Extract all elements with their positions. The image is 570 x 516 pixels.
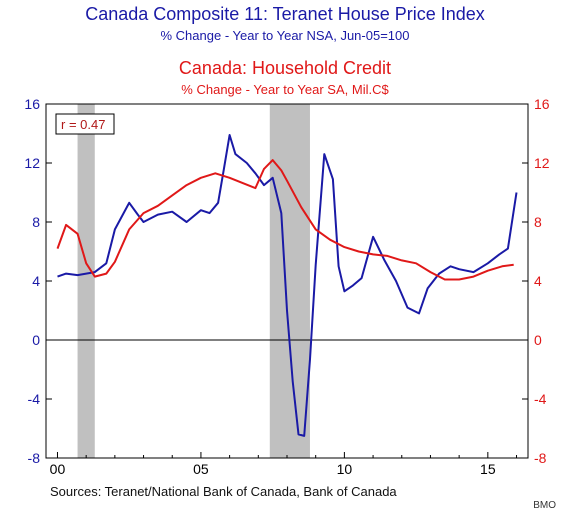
correlation-annotation: r = 0.47 (55, 113, 115, 135)
left-tick-label: -8 (28, 450, 41, 466)
left-tick-label: 16 (24, 96, 40, 112)
x-tick-label: 10 (337, 461, 353, 477)
chart-title: Canada Composite 11: Teranet House Price… (85, 4, 485, 24)
recession-bands (77, 104, 310, 458)
right-tick-label: 8 (534, 214, 542, 230)
right-tick-label: -4 (534, 391, 547, 407)
chart-title-secondary: Canada: Household Credit (178, 58, 392, 78)
household-credit-line (56, 159, 514, 281)
right-tick-label: 4 (534, 273, 542, 289)
x-axis: 00 05 10 15 (50, 452, 518, 477)
right-tick-label: 12 (534, 155, 550, 171)
recession-band (77, 104, 95, 458)
left-tick-label: 4 (32, 273, 40, 289)
house-price-line (57, 134, 518, 437)
x-tick-label: 00 (50, 461, 66, 477)
right-tick-label: 0 (534, 332, 542, 348)
x-tick-label: 15 (480, 461, 496, 477)
left-tick-label: 0 (32, 332, 40, 348)
annotation-text: r = 0.47 (61, 117, 105, 132)
recession-band (269, 104, 310, 458)
source-note: Sources: Teranet/National Bank of Canada… (50, 484, 397, 499)
credit-label: BMO (533, 500, 556, 511)
right-axis: -8 -4 0 4 8 12 16 (522, 96, 550, 466)
chart-subtitle-secondary: % Change - Year to Year SA, Mil.C$ (181, 82, 389, 97)
right-tick-label: 16 (534, 96, 550, 112)
annotation-box (55, 113, 115, 135)
chart-subtitle: % Change - Year to Year NSA, Jun-05=100 (160, 28, 410, 43)
left-tick-label: 8 (32, 214, 40, 230)
series-lines (56, 134, 518, 437)
left-axis: -8 -4 0 4 8 12 16 (24, 96, 52, 466)
right-tick-label: -8 (534, 450, 547, 466)
left-tick-label: -4 (28, 391, 41, 407)
x-tick-label: 05 (193, 461, 209, 477)
left-tick-label: 12 (24, 155, 40, 171)
